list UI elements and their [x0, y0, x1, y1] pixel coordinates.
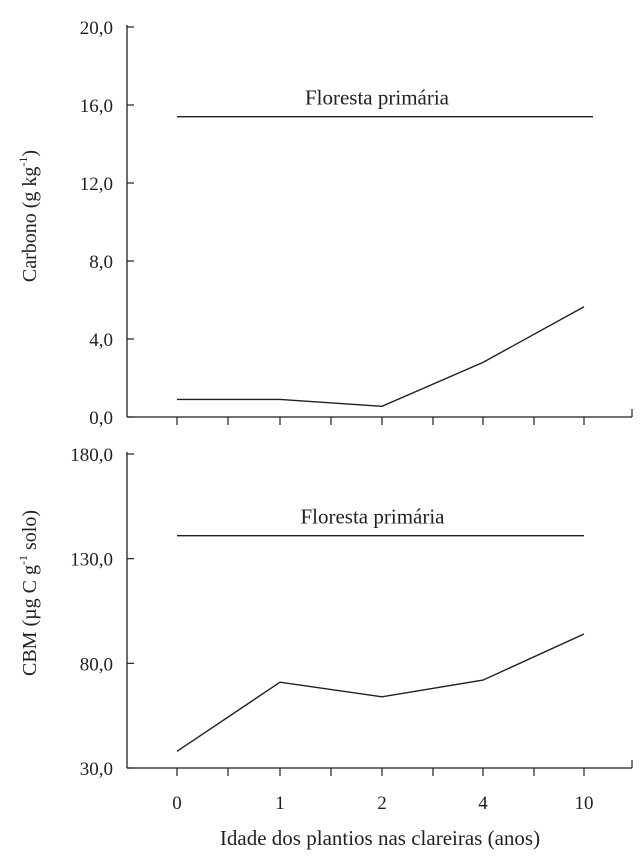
carbon-series-line [177, 306, 585, 408]
carbon-y-axis-title-sup: -1 [16, 157, 30, 167]
cbm-y-axis-title: CBM (µg C g-1 solo) [16, 510, 41, 676]
cbm-panel: 30,0 80,0 130,0 180,0 CBM (µg C g-1 solo) F… [16, 445, 633, 780]
carbon-y-axis-title-main: Carbono (g kg [19, 167, 41, 283]
carbon-y-tick-label: 12,0 [80, 174, 113, 195]
cbm-y-tick-label: 180,0 [70, 445, 113, 466]
cbm-y-tick-label: 80,0 [80, 654, 113, 675]
carbon-y-ticks: 0,0 4,0 8,0 12,0 16,0 20,0 [80, 18, 134, 429]
carbon-y-axis-title: Carbono (g kg-1) [16, 150, 41, 282]
cbm-y-axis-title-sup: -1 [16, 555, 30, 565]
cbm-y-tick-label: 30,0 [80, 759, 113, 780]
carbon-y-tick-label: 0,0 [89, 408, 113, 429]
carbon-plot-area [126, 25, 633, 425]
carbon-y-tick-label: 16,0 [80, 96, 113, 117]
cbm-reference-label: Floresta primária [300, 505, 445, 529]
carbon-y-tick-label: 20,0 [80, 18, 113, 39]
x-tick-labels: 0 1 2 4 10 [172, 793, 593, 814]
cbm-series-line [176, 633, 585, 752]
carbon-panel: 0,0 4,0 8,0 12,0 16,0 20,0 Carbono (g kg-1) F… [16, 18, 633, 429]
carbon-reference-label: Floresta primária [305, 86, 450, 110]
x-tick-label: 4 [478, 793, 488, 814]
carbon-y-tick-label: 8,0 [89, 252, 113, 273]
x-tick-label: 1 [275, 793, 285, 814]
cbm-y-tick-label: 130,0 [70, 550, 113, 571]
cbm-y-ticks: 30,0 80,0 130,0 180,0 [70, 445, 134, 780]
carbon-y-tick-label: 4,0 [89, 330, 113, 351]
x-tick-label: 10 [575, 793, 594, 814]
cbm-y-axis-title-end: solo) [19, 510, 41, 555]
x-tick-label: 0 [172, 793, 182, 814]
cbm-plot-area [126, 452, 633, 776]
x-tick-label: 2 [377, 793, 387, 814]
cbm-y-axis-title-main: CBM (µg C g [19, 565, 41, 676]
x-axis-title: Idade dos plantios nas clareiras (anos) [220, 826, 540, 850]
carbon-y-axis-title-end: ) [19, 150, 41, 157]
